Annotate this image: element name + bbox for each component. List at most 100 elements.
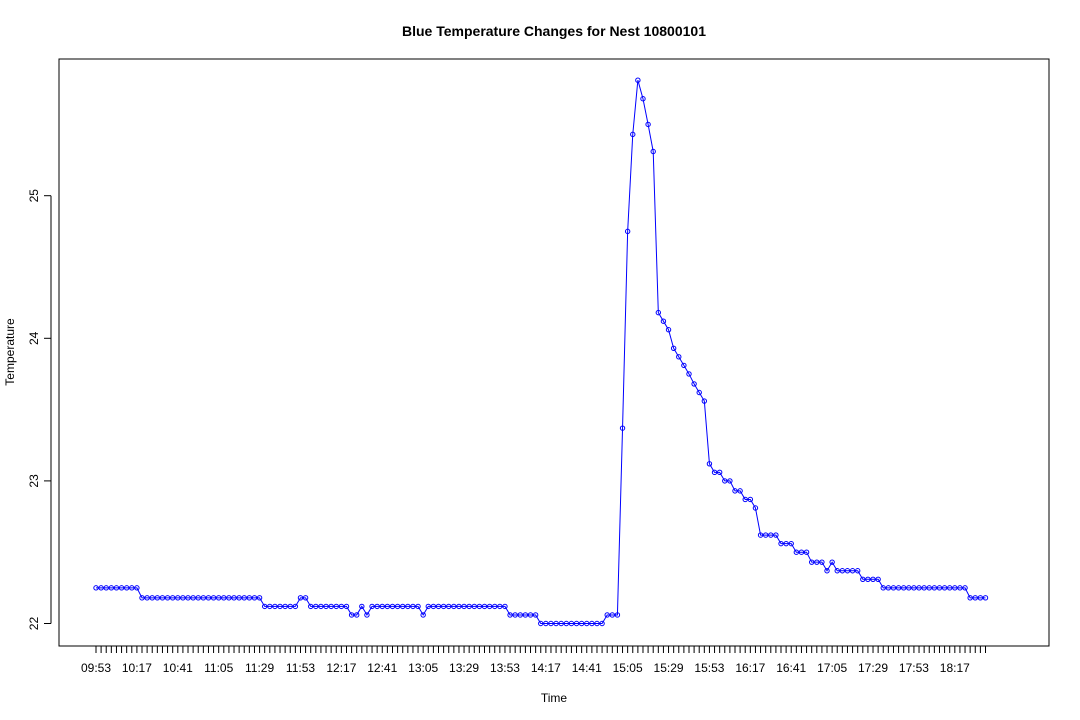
data-point	[584, 620, 590, 627]
x-tick-label: 12:41	[367, 661, 397, 675]
data-point	[297, 595, 304, 601]
data-point	[425, 603, 431, 610]
data-point	[972, 595, 978, 601]
data-point	[236, 595, 242, 601]
x-tick-label: 10:17	[122, 661, 152, 675]
data-point	[446, 603, 452, 610]
data-point	[834, 568, 840, 574]
data-point	[134, 585, 140, 591]
data-point	[982, 595, 989, 601]
data-point	[282, 603, 288, 610]
data-point	[752, 505, 759, 511]
data-point	[829, 559, 835, 565]
x-tick-label: 16:17	[735, 661, 765, 675]
data-point	[379, 603, 385, 610]
data-point	[195, 595, 201, 601]
data-point	[599, 620, 605, 627]
data-point	[461, 603, 467, 610]
data-point	[338, 603, 345, 610]
data-point	[716, 469, 723, 476]
data-point	[287, 603, 293, 610]
data-point	[686, 371, 692, 377]
y-tick-label: 22	[27, 617, 41, 631]
data-point	[308, 603, 314, 610]
x-tick-label: 15:29	[654, 661, 684, 675]
data-point	[210, 595, 217, 601]
data-point	[747, 496, 754, 503]
data-point	[814, 559, 820, 565]
data-point	[578, 620, 585, 627]
data-point	[773, 532, 779, 538]
data-point	[527, 612, 534, 618]
x-tick-label: 12:17	[326, 661, 356, 675]
data-point	[154, 595, 161, 601]
data-point	[849, 568, 856, 574]
data-point	[573, 620, 580, 627]
data-point	[824, 568, 830, 574]
data-point	[839, 568, 846, 574]
data-point	[788, 540, 794, 547]
data-point	[783, 540, 789, 547]
x-tick-label: 18:17	[940, 661, 970, 675]
x-tick-label: 09:53	[81, 661, 111, 675]
data-point	[123, 585, 130, 591]
data-point	[895, 585, 902, 591]
plot-frame	[58, 58, 1050, 647]
data-point	[405, 603, 411, 610]
data-point	[113, 585, 120, 591]
data-point	[906, 585, 912, 591]
data-point	[93, 585, 99, 591]
data-point	[732, 488, 738, 494]
data-point	[333, 603, 339, 610]
data-point	[875, 576, 881, 582]
data-point	[548, 620, 554, 627]
data-point	[962, 585, 968, 591]
chart-title: Blue Temperature Changes for Nest 108001…	[402, 23, 706, 39]
data-point	[343, 603, 350, 610]
data-point	[609, 612, 616, 618]
data-point	[149, 595, 155, 601]
data-point	[737, 488, 743, 494]
data-point	[803, 549, 810, 555]
data-point	[967, 595, 973, 601]
data-point	[410, 603, 416, 610]
data-point	[727, 478, 733, 484]
data-point	[921, 585, 927, 591]
x-axis: 09:53 10:17 10:41 11:05 11:29 11:53 12:17 12:41…	[81, 645, 986, 675]
data-point	[261, 603, 268, 610]
data-point	[916, 585, 922, 591]
data-point	[415, 603, 421, 610]
data-point	[302, 595, 309, 601]
x-tick-label: 17:53	[899, 661, 929, 675]
data-point	[502, 603, 508, 610]
data-point	[486, 603, 493, 610]
data-point	[231, 595, 237, 601]
x-tick-label: 17:05	[817, 661, 847, 675]
data-point	[538, 620, 544, 627]
data-point	[256, 595, 263, 601]
data-point	[696, 389, 702, 396]
data-point	[144, 595, 150, 601]
data-point	[711, 469, 718, 476]
y-tick-label: 23	[27, 474, 41, 488]
data-point	[793, 549, 800, 555]
data-point	[798, 549, 805, 555]
data-point	[558, 620, 564, 627]
data-point	[456, 603, 462, 610]
data-point	[323, 603, 329, 610]
data-point	[635, 77, 641, 83]
data-point	[553, 620, 559, 627]
data-point	[941, 585, 948, 591]
data-point	[624, 228, 631, 235]
data-point	[701, 398, 708, 404]
data-point	[374, 603, 380, 610]
data-point	[272, 603, 278, 610]
data-point	[681, 362, 687, 369]
data-point	[655, 309, 662, 316]
x-tick-label: 11:29	[245, 661, 274, 675]
data-point	[650, 148, 656, 155]
x-tick-label: 11:05	[204, 661, 233, 675]
data-point	[384, 603, 391, 610]
x-tick-label: 16:41	[776, 661, 806, 675]
